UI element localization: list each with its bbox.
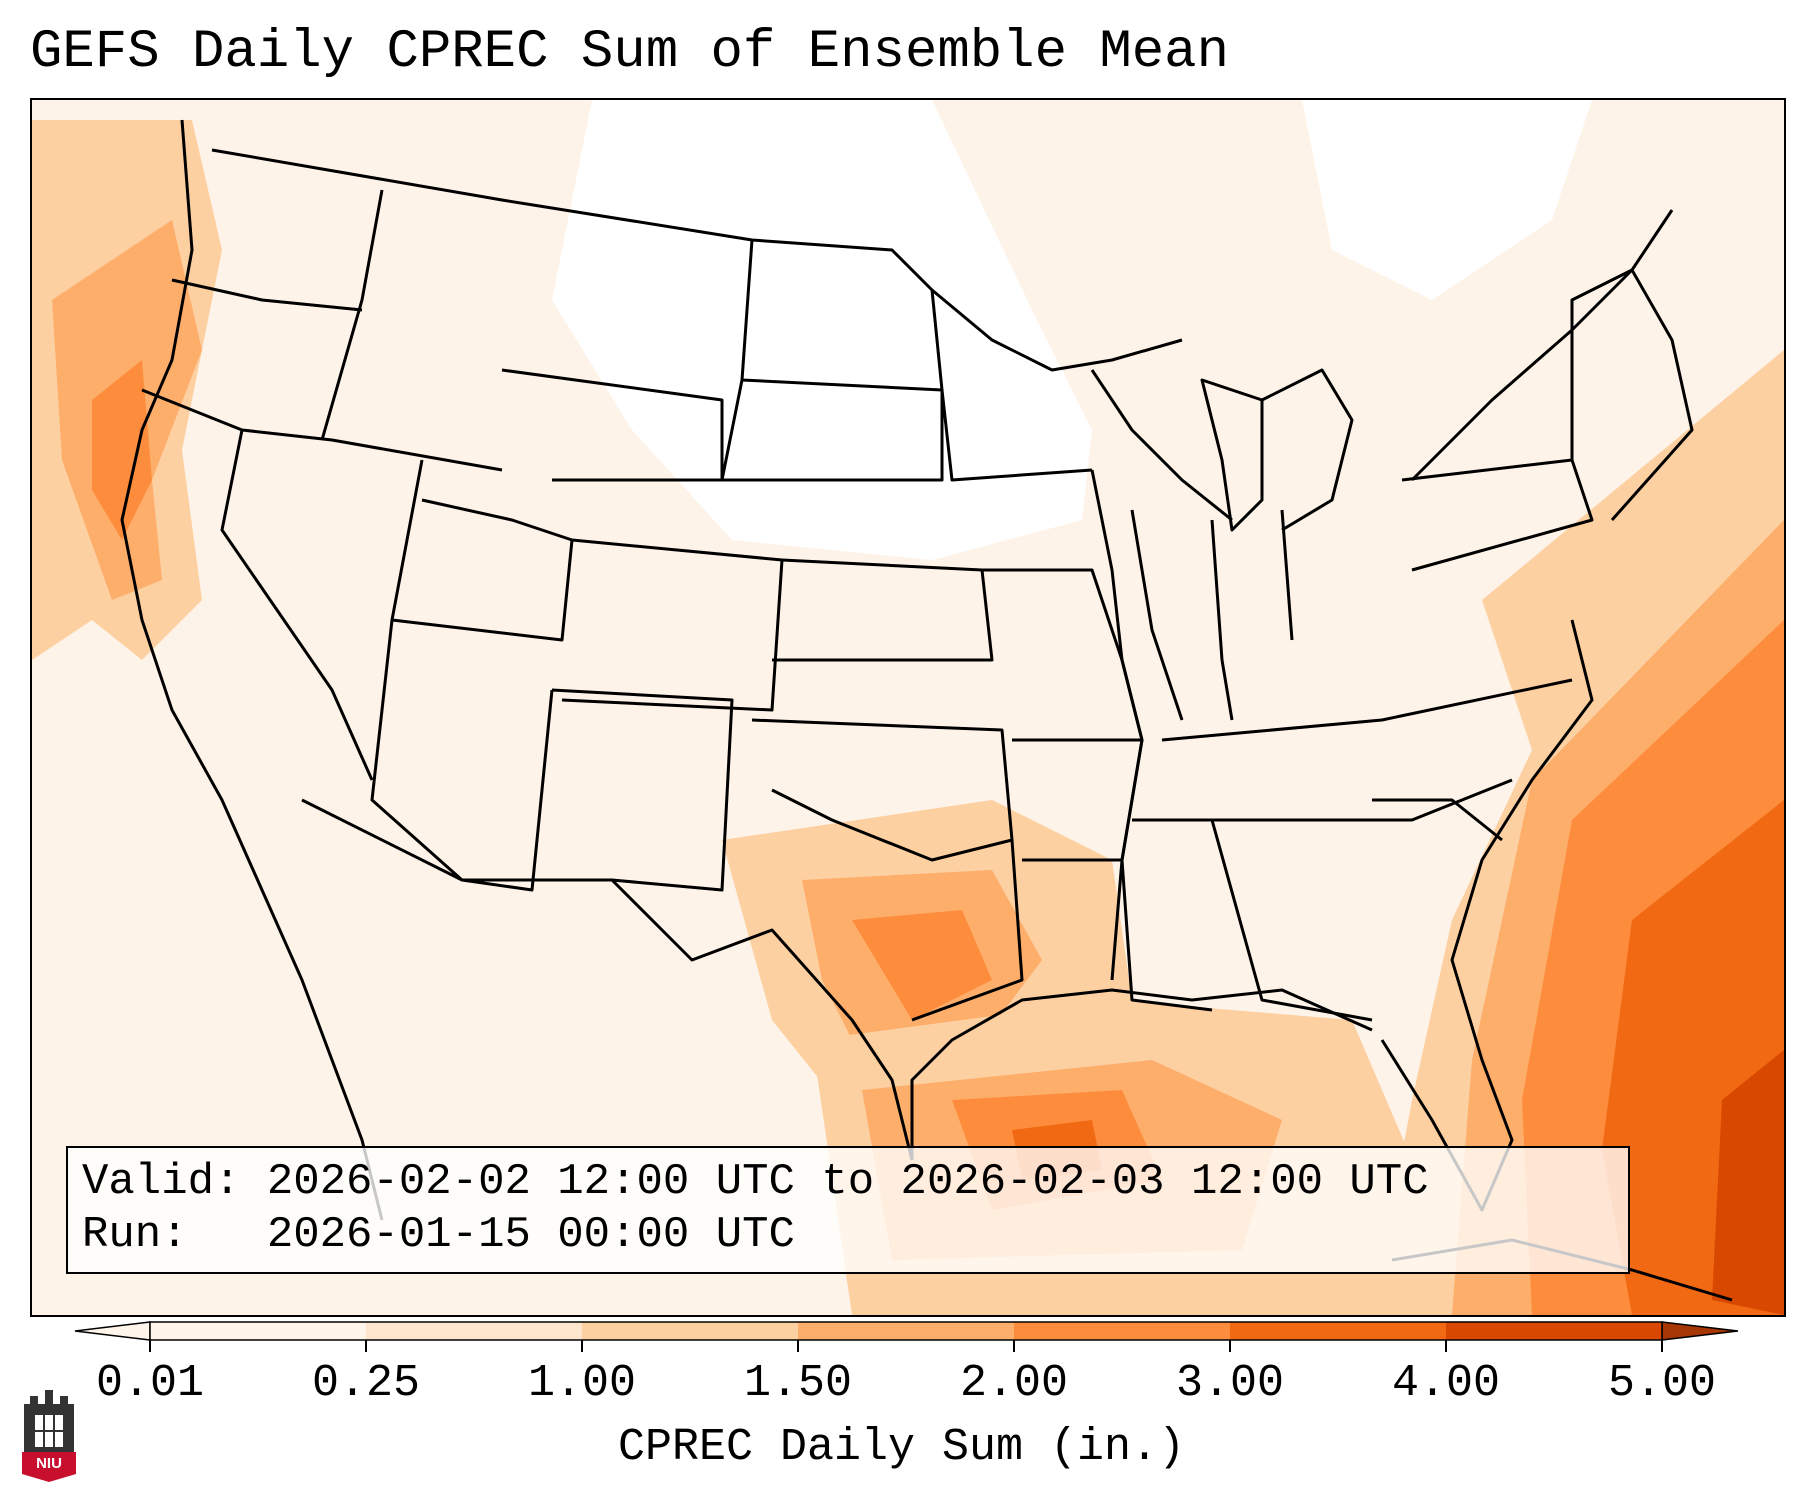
colorado-border — [561, 538, 784, 712]
nebraska-kansas-border — [772, 558, 994, 662]
ohio-pennsylvania-border — [1280, 509, 1294, 641]
colorbar-extend-low — [74, 1321, 151, 1341]
colorbar-tick-label: 2.00 — [959, 1358, 1069, 1409]
colorbar-segment — [1446, 1322, 1663, 1340]
colorbar-segment — [798, 1322, 1015, 1340]
gulf-coastline — [910, 988, 1373, 1160]
map-title: GEFS Daily CPREC Sum of Ensemble Mean — [30, 22, 1229, 83]
precip-pacific-coast-core — [92, 360, 152, 540]
colorbar-frame — [149, 1321, 1663, 1341]
illinois-indiana-border — [1130, 509, 1184, 721]
michigan-peninsula — [1261, 368, 1354, 532]
niu-logo-icon — [22, 1390, 76, 1482]
utah-border — [390, 459, 574, 642]
precip-atlantic-peak — [1712, 1050, 1784, 1315]
colorbar-tick-label: 0.01 — [95, 1358, 205, 1409]
texas-louisiana-border — [911, 839, 1024, 1022]
colorbar-tick-label: 0.25 — [311, 1358, 421, 1409]
colorbar-segment — [366, 1322, 583, 1340]
wisconsin-michigan-border — [1090, 369, 1233, 522]
colorbar-extend-high — [1661, 1321, 1739, 1341]
info-box: Valid: 2026-02-02 12:00 UTC to 2026-02-0… — [66, 1146, 1630, 1274]
colorbar-segment — [1014, 1322, 1231, 1340]
precip-map — [32, 100, 1784, 1315]
wyoming-border — [501, 368, 724, 482]
new-mexico-border — [551, 688, 734, 892]
boundary-lines — [120, 119, 1733, 1302]
valid-time-line: Valid: 2026-02-02 12:00 UTC to 2026-02-0… — [82, 1157, 1429, 1207]
colorbar-tick-label: 5.00 — [1607, 1358, 1717, 1409]
dry-area-canada — [1302, 100, 1592, 300]
nevada-border — [220, 429, 374, 781]
colorbar-ticks — [149, 1340, 1663, 1352]
indiana-ohio-border — [1210, 519, 1234, 721]
colorbar — [74, 1321, 1739, 1352]
logo-text: NIU — [36, 1455, 62, 1472]
colorbar-tick-label: 4.00 — [1391, 1358, 1501, 1409]
carolinas-border — [1372, 798, 1503, 842]
colorbar-tick-label: 3.00 — [1175, 1358, 1285, 1409]
colorbar-tick-label: 1.00 — [527, 1358, 637, 1409]
oklahoma-texas-border — [751, 718, 1014, 862]
oregon-washington-border — [171, 278, 363, 312]
colorbar-label: CPREC Daily Sum (in.) — [617, 1422, 1186, 1473]
dakotas-border — [741, 378, 944, 482]
map-panel — [30, 98, 1786, 1317]
colorbar-segment — [582, 1322, 799, 1340]
run-time-line: Run: 2026-01-15 00:00 UTC — [82, 1210, 795, 1260]
montana-border-east — [720, 239, 832, 482]
colorbar-segments — [74, 1321, 1739, 1341]
mexico-border — [301, 798, 914, 1161]
precip-texas-core — [852, 910, 992, 1020]
kentucky-tennessee-border — [1161, 678, 1573, 742]
colorbar-segment — [150, 1322, 367, 1340]
pennsylvania-ny-border — [1401, 458, 1594, 572]
lake-michigan-shore — [1200, 378, 1264, 532]
minnesota-iowa-border — [930, 289, 1093, 482]
oregon-california-border — [141, 388, 503, 472]
new-england — [1570, 268, 1694, 521]
idaho-montana-border — [320, 189, 384, 441]
dry-area-northern-plains — [552, 100, 1092, 560]
colorbar-tick-label: 1.50 — [743, 1358, 853, 1409]
colorbar-segment — [1230, 1322, 1447, 1340]
west-coastline — [120, 119, 384, 1221]
mississippi-river-line — [1090, 469, 1144, 981]
alabama-mississippi-border — [1120, 859, 1213, 1012]
tennessee-south-border — [1132, 778, 1513, 822]
